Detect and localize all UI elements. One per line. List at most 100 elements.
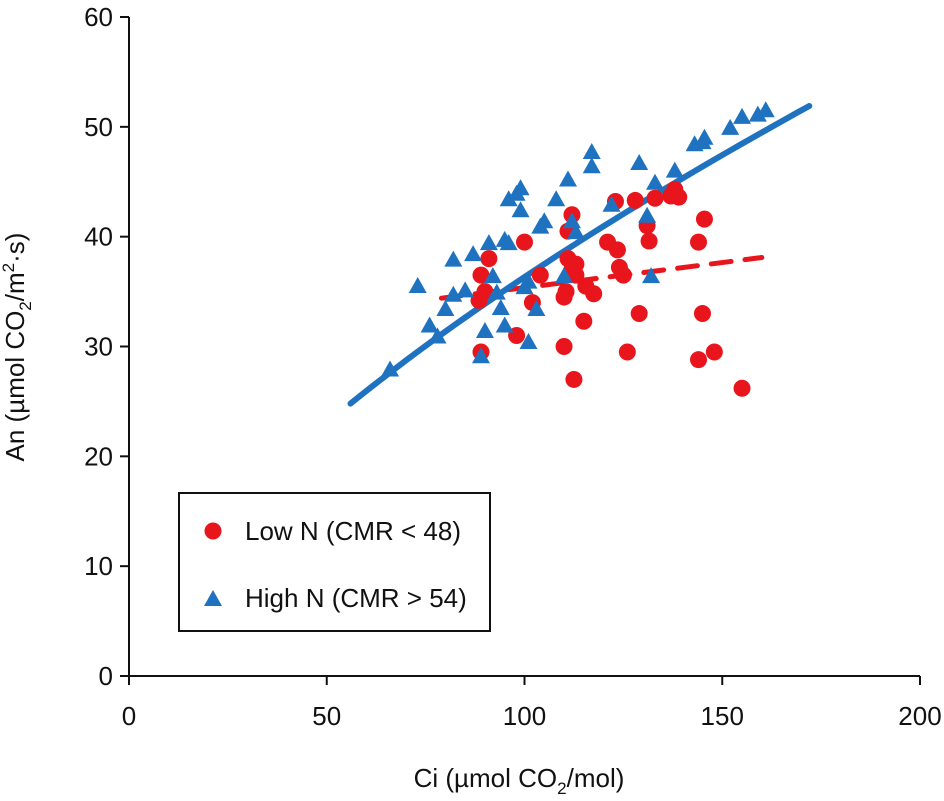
data-point-low-n — [585, 285, 603, 303]
data-point-high-n — [444, 285, 463, 302]
data-point-low-n — [516, 233, 533, 251]
data-point-high-n — [646, 173, 665, 190]
data-point-low-n — [670, 188, 688, 206]
data-point-high-n — [408, 276, 427, 293]
y-tick-label: 30 — [84, 332, 113, 362]
data-point-high-n — [428, 327, 447, 344]
x-tick-label: 200 — [898, 701, 941, 731]
data-point-low-n — [690, 233, 708, 251]
data-point-high-n — [436, 300, 455, 317]
data-point-high-n — [499, 190, 518, 207]
data-point-high-n — [695, 128, 714, 145]
data-point-low-n — [646, 189, 664, 207]
data-point-high-n — [566, 223, 585, 240]
x-axis-title: Ci (µmol CO2/mol) — [414, 763, 625, 798]
y-axis-title-sup: 2 — [0, 263, 18, 272]
data-point-high-n — [638, 206, 657, 223]
data-point-low-n — [630, 305, 648, 323]
data-point-high-n — [519, 333, 538, 350]
y-axis-title-mid: /m — [0, 272, 30, 301]
legend: Low N (CMR < 48) High N (CMR > 54) — [178, 492, 491, 632]
y-axis-title-sub: 2 — [16, 301, 35, 310]
data-markers — [381, 101, 775, 397]
data-point-low-n — [695, 210, 713, 228]
y-tick-label: 50 — [84, 112, 113, 142]
y-axis-title: An (µmol CO2/m2·s) — [0, 233, 35, 462]
axis-titles: Ci (µmol CO2/mol) An (µmol CO2/m2·s) — [0, 233, 624, 798]
data-point-high-n — [499, 234, 518, 251]
x-tick-label: 0 — [122, 701, 136, 731]
data-point-high-n — [547, 190, 566, 207]
x-tick-label: 50 — [312, 701, 341, 731]
trendline-high-n — [347, 103, 813, 407]
data-point-high-n — [527, 300, 546, 317]
data-point-high-n — [456, 281, 475, 298]
data-point-high-n — [733, 107, 752, 124]
y-tick-label: 10 — [84, 551, 113, 581]
data-point-low-n — [693, 305, 711, 323]
data-point-high-n — [491, 298, 510, 315]
y-tick-label: 0 — [99, 661, 113, 691]
data-point-high-n — [582, 142, 601, 159]
data-point-high-n — [479, 234, 498, 251]
data-point-low-n — [555, 338, 573, 355]
data-point-high-n — [464, 245, 483, 262]
y-tick-label: 60 — [84, 2, 113, 32]
data-point-high-n — [483, 267, 502, 284]
data-point-low-n — [614, 266, 632, 284]
data-point-low-n — [705, 343, 723, 361]
legend-box — [178, 492, 491, 632]
trendlines — [347, 103, 813, 407]
data-point-high-n — [748, 105, 767, 122]
data-point-low-n — [476, 283, 494, 301]
data-point-high-n — [535, 212, 554, 229]
data-point-high-n — [519, 272, 538, 289]
data-point-high-n — [471, 347, 490, 364]
data-point-low-n — [567, 266, 585, 284]
data-point-high-n — [511, 179, 530, 196]
data-point-high-n — [559, 170, 578, 187]
data-point-low-n — [472, 266, 490, 284]
data-point-low-n — [557, 283, 575, 301]
data-point-high-n — [756, 101, 775, 118]
y-tick-label: 20 — [84, 441, 113, 471]
data-point-high-n — [495, 316, 514, 333]
data-point-high-n — [602, 195, 621, 212]
data-point-low-n — [608, 241, 626, 259]
data-point-high-n — [475, 322, 494, 339]
data-point-high-n — [444, 250, 463, 267]
legend-label-low-n: Low N (CMR < 48) — [245, 516, 461, 546]
x-tick-label: 100 — [503, 701, 546, 731]
data-point-low-n — [480, 250, 498, 268]
x-axis-title-sub: 2 — [557, 779, 566, 798]
data-point-high-n — [381, 360, 400, 377]
legend-marker-high-n — [204, 590, 222, 606]
legend-marker-low-n — [204, 522, 222, 540]
data-point-low-n — [575, 312, 593, 330]
x-tick-label: 150 — [701, 701, 744, 731]
legend-label-high-n: High N (CMR > 54) — [245, 583, 467, 613]
y-axis-title-post: ·s) — [0, 233, 30, 263]
data-point-low-n — [640, 232, 658, 250]
data-point-low-n — [733, 379, 751, 397]
data-point-high-n — [721, 118, 740, 135]
data-point-low-n — [531, 266, 549, 284]
data-point-high-n — [665, 161, 684, 178]
data-point-low-n — [618, 343, 636, 361]
data-point-high-n — [420, 316, 439, 333]
data-point-high-n — [630, 153, 649, 170]
x-axis-title-post: /mol) — [567, 763, 625, 793]
data-point-low-n — [626, 191, 644, 209]
y-tick-label: 40 — [84, 222, 113, 252]
y-axis-title-pre: An (µmol CO — [0, 311, 30, 462]
x-axis-title-pre: Ci (µmol CO — [414, 763, 558, 793]
data-point-low-n — [690, 351, 708, 369]
data-point-high-n — [487, 283, 506, 300]
axis-ticks: 0 10 20 30 40 50 60 0 50 100 150 200 — [84, 2, 942, 731]
data-point-high-n — [582, 157, 601, 174]
data-point-high-n — [642, 267, 661, 284]
data-point-low-n — [565, 370, 583, 388]
data-point-high-n — [511, 201, 530, 218]
data-point-high-n — [555, 267, 574, 284]
